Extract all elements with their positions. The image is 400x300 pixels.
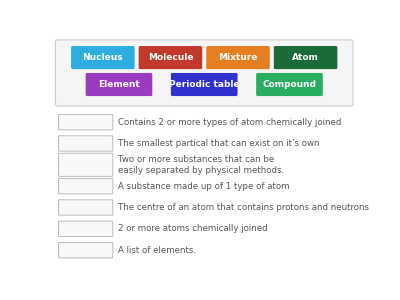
FancyBboxPatch shape	[58, 178, 113, 194]
Text: 2 or more atoms chemically joined: 2 or more atoms chemically joined	[118, 224, 268, 233]
FancyBboxPatch shape	[86, 73, 152, 96]
Text: Element: Element	[98, 80, 140, 89]
FancyBboxPatch shape	[139, 46, 202, 69]
FancyBboxPatch shape	[56, 40, 353, 106]
Text: A substance made up of 1 type of atom: A substance made up of 1 type of atom	[118, 182, 290, 191]
Text: Molecule: Molecule	[148, 53, 193, 62]
FancyBboxPatch shape	[58, 136, 113, 151]
FancyBboxPatch shape	[58, 114, 113, 130]
FancyBboxPatch shape	[206, 46, 270, 69]
Text: Nucleus: Nucleus	[82, 53, 123, 62]
Text: The centre of an atom that contains protons and neutrons: The centre of an atom that contains prot…	[118, 203, 369, 212]
Text: A list of elements.: A list of elements.	[118, 246, 196, 255]
Text: Two or more substances that can be
easily separated by physical methods.: Two or more substances that can be easil…	[118, 155, 284, 175]
Text: Periodic table: Periodic table	[169, 80, 240, 89]
FancyBboxPatch shape	[274, 46, 337, 69]
FancyBboxPatch shape	[58, 153, 113, 176]
Text: Compound: Compound	[262, 80, 316, 89]
FancyBboxPatch shape	[256, 73, 323, 96]
FancyBboxPatch shape	[58, 242, 113, 258]
Text: Contains 2 or more types of atom chemically joined: Contains 2 or more types of atom chemica…	[118, 118, 342, 127]
Text: Mixture: Mixture	[218, 53, 258, 62]
FancyBboxPatch shape	[71, 46, 135, 69]
FancyBboxPatch shape	[171, 73, 238, 96]
FancyBboxPatch shape	[58, 200, 113, 215]
Text: The smallest partical that can exist on it's own: The smallest partical that can exist on …	[118, 139, 320, 148]
FancyBboxPatch shape	[58, 221, 113, 236]
Text: Atom: Atom	[292, 53, 319, 62]
